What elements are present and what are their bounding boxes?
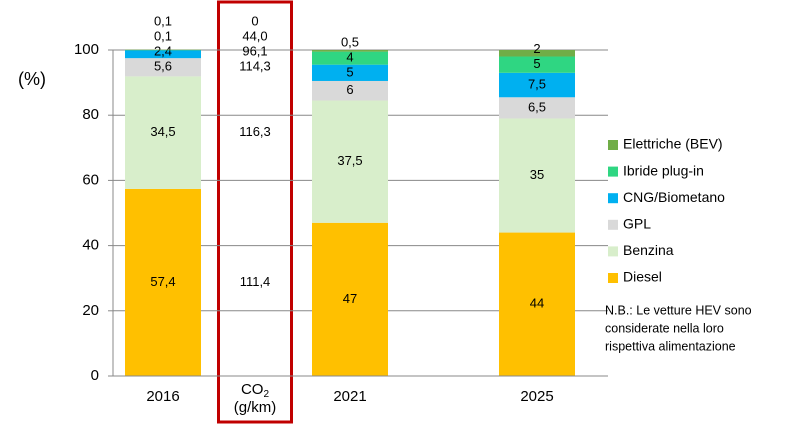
bar-segment (499, 56, 575, 73)
bar-segment (312, 64, 388, 81)
legend-swatch (608, 193, 618, 204)
bar-segment (312, 50, 388, 52)
y-axis-label: (%) (18, 69, 46, 89)
note-line: N.B.: Le vetture HEV sono (605, 303, 752, 317)
data-label: 5 (533, 56, 540, 71)
data-label: 0,1 (154, 14, 172, 29)
co2-unit: (g/km) (234, 399, 277, 416)
legend-swatch (608, 246, 618, 257)
data-label: 0,1 (154, 29, 172, 44)
legend-label: CNG/Biometano (623, 189, 725, 205)
data-label: 6 (346, 82, 353, 97)
legend-swatch (608, 273, 618, 283)
data-label: 37,5 (337, 153, 362, 168)
data-label: 7,5 (528, 76, 546, 91)
data-label: 57,4 (150, 274, 175, 289)
data-label: 44 (530, 296, 544, 311)
x-tick-label: 2021 (333, 388, 366, 405)
bar-segment (499, 50, 575, 57)
co2-value: 116,3 (239, 124, 271, 139)
x-tick-label: 2025 (520, 388, 553, 405)
bar-segment (499, 232, 575, 376)
legend-swatch (608, 219, 618, 230)
bar-segment (312, 222, 388, 376)
y-tick-label: 60 (82, 171, 99, 188)
co2-label: CO2 (241, 381, 270, 400)
data-label: 6,5 (528, 99, 546, 114)
legend-label: Elettriche (BEV) (623, 136, 723, 152)
data-label: 4 (346, 49, 353, 64)
legend-label: GPL (623, 216, 651, 232)
y-tick-label: 80 (82, 106, 99, 123)
data-label: 5,6 (154, 59, 172, 74)
bar-segment (312, 80, 388, 101)
data-label: 5 (346, 64, 353, 79)
y-tick-label: 40 (82, 237, 99, 254)
co2-highlight-box (217, 0, 293, 424)
bar-segment (125, 50, 201, 59)
data-label: 35 (530, 167, 544, 182)
legend-label: Diesel (623, 269, 662, 285)
bar-segment (499, 118, 575, 233)
bar-segment (125, 188, 201, 376)
legend-swatch (608, 166, 618, 177)
co2-value: 111,4 (240, 274, 271, 289)
co2-value: 114,3 (239, 59, 271, 74)
note-line: considerate nella loro (605, 321, 724, 335)
x-tick-label: 2016 (146, 388, 179, 405)
co2-label-main: CO (241, 381, 264, 398)
bar-segment (312, 51, 388, 65)
y-tick-label: 20 (82, 302, 99, 319)
data-label: 47 (343, 291, 357, 306)
y-tick-label: 0 (91, 367, 99, 384)
data-label: 2,4 (154, 44, 172, 59)
co2-value: 96,1 (242, 44, 267, 59)
co2-value: 44,0 (242, 29, 267, 44)
note-line: rispettiva alimentazione (605, 339, 736, 353)
bar-segment (499, 97, 575, 119)
data-label: 2 (533, 41, 540, 56)
y-tick-label: 100 (74, 41, 99, 58)
data-label: 34,5 (150, 124, 175, 139)
co2-label-sub: 2 (263, 389, 269, 400)
legend-label: Ibride plug-in (623, 162, 704, 178)
co2-value: 0 (251, 14, 258, 29)
legend-label: Benzina (623, 242, 674, 258)
bar-segment (125, 58, 201, 77)
data-label: 0,5 (341, 34, 359, 49)
bar-segment (312, 100, 388, 223)
bar-segment (499, 72, 575, 98)
legend-swatch (608, 140, 618, 150)
bar-segment (125, 76, 201, 189)
